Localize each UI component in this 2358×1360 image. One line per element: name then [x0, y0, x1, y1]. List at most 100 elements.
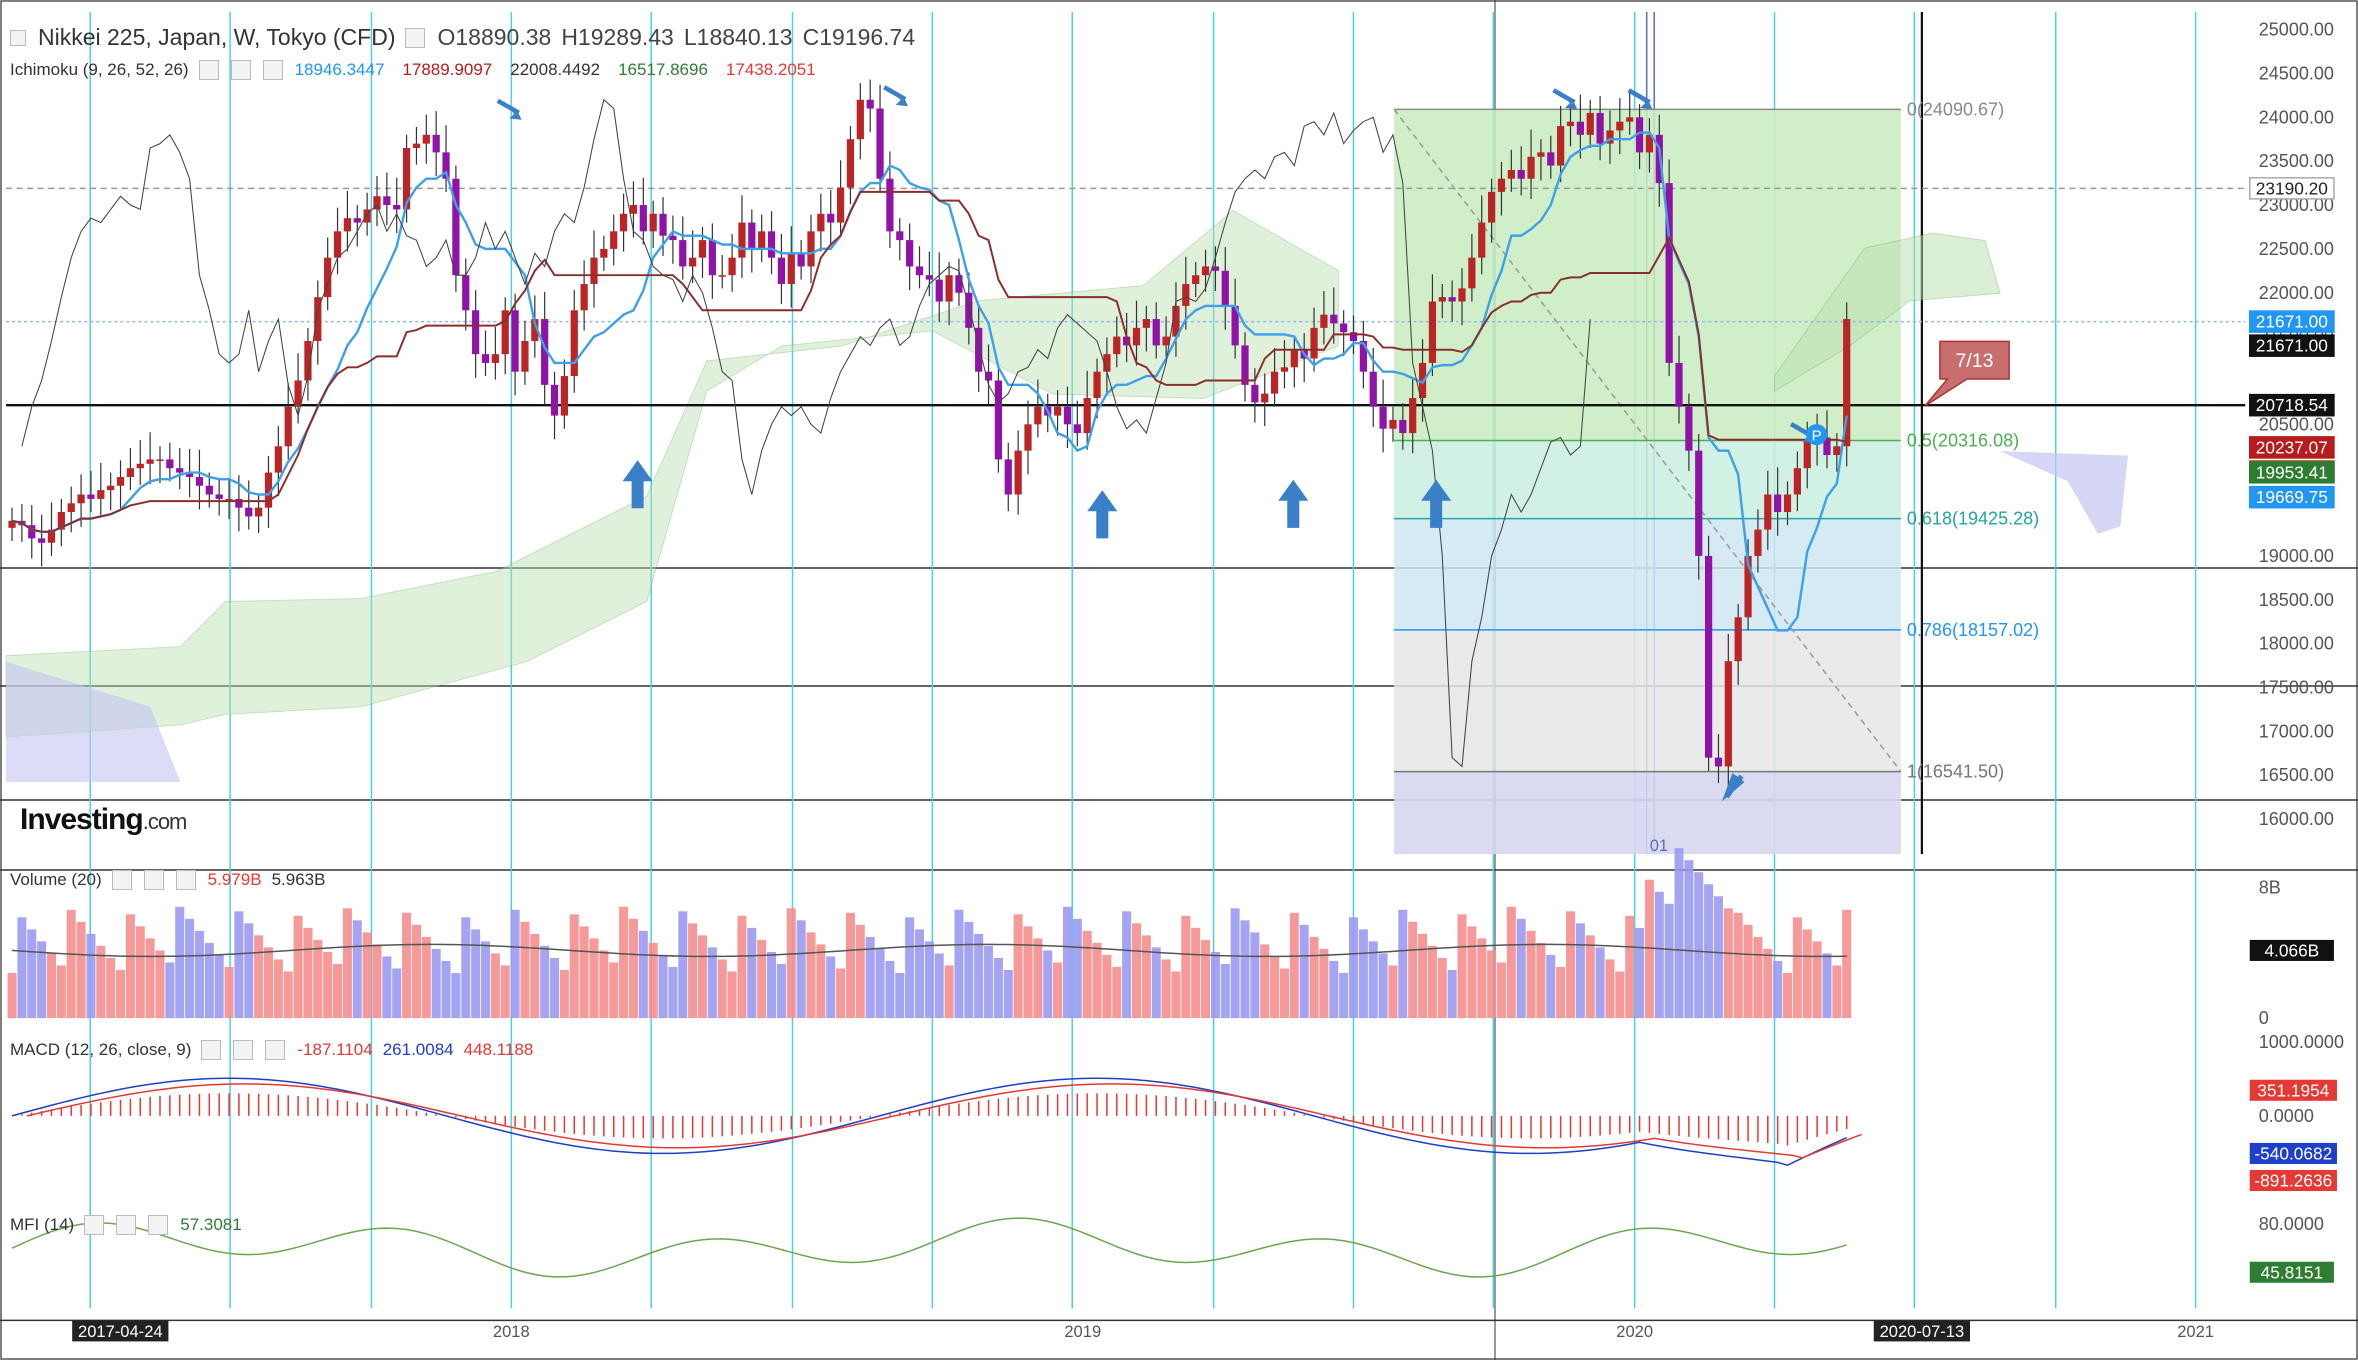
- candle-body-130: [1290, 349, 1298, 368]
- volume-bar-9: [96, 945, 106, 1019]
- ichimoku-values: 18946.3447 17889.9097 22008.4492 16517.8696…: [295, 60, 816, 80]
- price-tick-4: 23000.00: [2259, 195, 2334, 215]
- candle-body-138: [1369, 371, 1377, 407]
- candle-body-169: [1675, 362, 1683, 407]
- macd-badge-1: [2249, 1142, 2337, 1164]
- volume-bar-15: [155, 950, 165, 1019]
- volume-bar-117: [1161, 959, 1171, 1019]
- volume-bar-12: [125, 914, 135, 1019]
- volume-bar-184: [1822, 953, 1832, 1019]
- candle-body-44: [442, 152, 450, 179]
- volume-bar-127: [1260, 944, 1270, 1019]
- candle-body-146: [1448, 297, 1456, 302]
- volume-bar-146: [1447, 969, 1457, 1019]
- eye-icon[interactable]: [405, 27, 426, 48]
- volume-bar-129: [1279, 968, 1289, 1019]
- candle-body-125: [1241, 345, 1249, 385]
- eye-icon[interactable]: [84, 1215, 105, 1235]
- volume-bar-54: [540, 945, 550, 1019]
- volume-bar-39: [392, 968, 402, 1019]
- volume-bar-110: [1092, 942, 1102, 1019]
- volume-bar-152: [1506, 906, 1516, 1019]
- candle-body-79: [787, 253, 795, 284]
- close-icon[interactable]: [265, 1040, 286, 1060]
- candle-body-80: [797, 253, 805, 267]
- eye-icon[interactable]: [111, 870, 132, 890]
- candle-body-186: [1843, 319, 1851, 447]
- eye-icon[interactable]: [201, 1040, 222, 1060]
- volume-bar-141: [1398, 909, 1408, 1019]
- candle-body-50: [501, 310, 509, 355]
- candle-body-163: [1616, 121, 1624, 131]
- volume-bar-119: [1181, 915, 1191, 1019]
- volume-bar-46: [461, 917, 471, 1019]
- candle-body-41: [412, 143, 421, 149]
- time-tick-3: 2020: [1616, 1322, 1653, 1341]
- candle-body-88: [876, 108, 884, 179]
- gear-icon[interactable]: [230, 60, 251, 80]
- candle-body-104: [1034, 406, 1042, 425]
- candle-body-54: [541, 319, 549, 385]
- macd-value-2: 261.0084: [382, 1040, 454, 1059]
- volume-bar-32: [323, 951, 333, 1019]
- volume-bar-107: [1062, 906, 1072, 1019]
- mfi-label[interactable]: MFI (14): [10, 1215, 75, 1234]
- volume-bar-37: [372, 944, 382, 1019]
- candle-body-24: [245, 507, 253, 517]
- ichimoku-cloud-future: [1774, 232, 2001, 392]
- close-icon[interactable]: [148, 1215, 169, 1235]
- candle-body-70: [698, 240, 707, 258]
- candle-body-60: [600, 248, 608, 258]
- candle-body-18: [185, 472, 194, 477]
- gear-icon[interactable]: [116, 1215, 137, 1235]
- investing-logo: Investing.com: [20, 803, 187, 837]
- volume-bar-11: [116, 969, 126, 1019]
- gear-icon[interactable]: [143, 870, 164, 890]
- volume-bar-130: [1289, 912, 1299, 1019]
- macd-label[interactable]: MACD (12, 26, close, 9): [10, 1040, 192, 1059]
- volume-bar-136: [1348, 917, 1359, 1019]
- candle-body-144: [1428, 301, 1437, 363]
- candle-body-164: [1626, 117, 1634, 122]
- candle-body-26: [264, 472, 273, 508]
- price-tick-10: 19000.00: [2259, 546, 2334, 566]
- candle-body-134: [1330, 314, 1338, 324]
- candle-body-90: [896, 231, 904, 241]
- volume-bar-91: [905, 917, 915, 1019]
- ichimoku-cloud-future-violet: [2000, 451, 2128, 534]
- candle-body-69: [689, 257, 697, 267]
- close-icon[interactable]: [175, 870, 196, 890]
- candle-body-39: [393, 205, 401, 210]
- price-badge-label-7: 19669.75: [2256, 487, 2328, 507]
- volume-label[interactable]: Volume (20): [10, 870, 102, 889]
- candle-body-176: [1744, 555, 1752, 618]
- candle-body-42: [422, 134, 430, 144]
- volume-bar-50: [500, 965, 510, 1019]
- close-icon[interactable]: [262, 60, 283, 80]
- candle-body-127: [1261, 393, 1269, 403]
- ichimoku-value-1: 17889.9097: [402, 60, 493, 79]
- collapse-icon[interactable]: [10, 29, 26, 46]
- volume-bar-51: [510, 909, 520, 1019]
- volume-bar-125: [1240, 920, 1250, 1019]
- volume-bar-131: [1299, 924, 1309, 1019]
- volume-bar-99: [984, 945, 994, 1019]
- candle-body-5: [57, 512, 65, 530]
- candle-body-37: [373, 196, 381, 210]
- candle-body-103: [1024, 424, 1032, 451]
- volume-bar-121: [1201, 939, 1211, 1019]
- eye-icon[interactable]: [198, 60, 219, 80]
- ichimoku-cloud-green: [5, 209, 1339, 738]
- candle-body-96: [955, 275, 963, 293]
- candle-body-74: [738, 222, 746, 258]
- gear-icon[interactable]: [233, 1040, 254, 1060]
- candle-body-35: [353, 218, 361, 223]
- ichimoku-label[interactable]: Ichimoku (9, 26, 52, 26): [10, 60, 189, 79]
- volume-bar-122: [1210, 951, 1220, 1019]
- candle-body-156: [1547, 152, 1555, 166]
- symbol-title[interactable]: Nikkei 225, Japan, W, Tokyo (CFD): [38, 24, 396, 50]
- candle-body-77: [767, 231, 776, 258]
